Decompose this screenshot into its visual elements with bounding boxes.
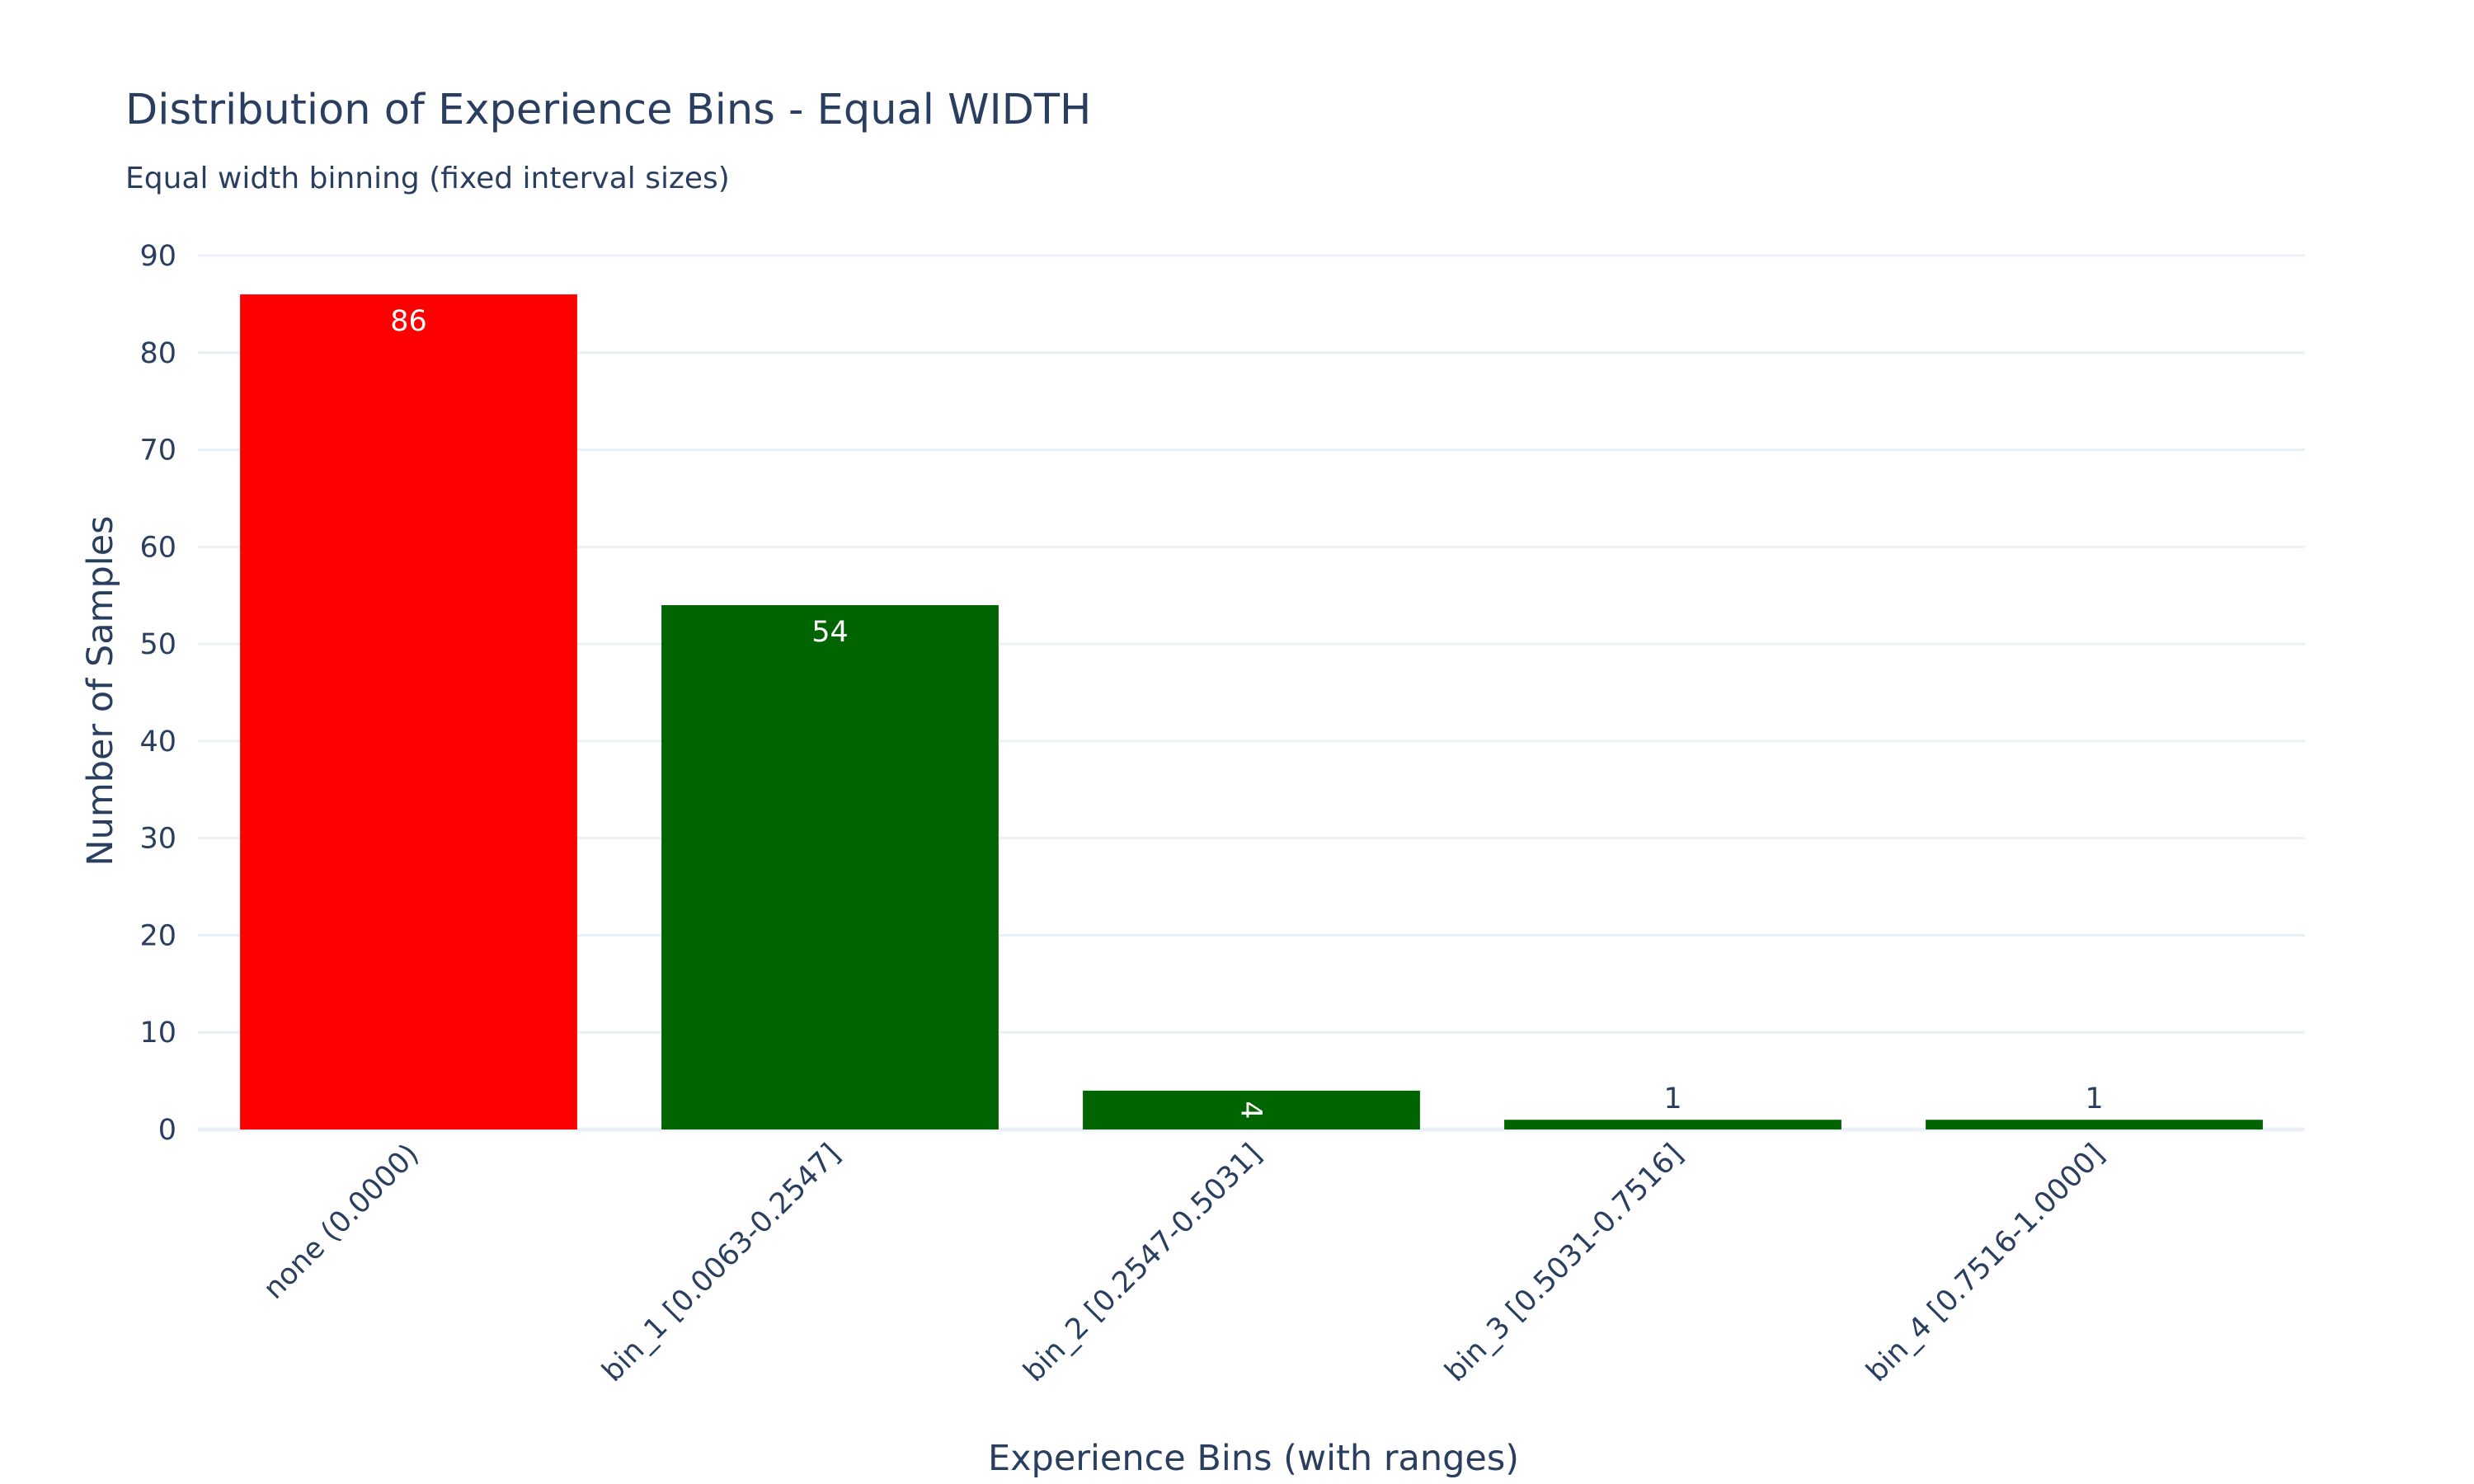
- x-axis-title: Experience Bins (with ranges): [988, 1438, 1519, 1479]
- y-axis-ticks: 0 10 20 30 40 50 60 70 80 90: [139, 240, 176, 1147]
- x-tick-label: bin_2 [0.2547-0.5031]: [1018, 1138, 1268, 1388]
- x-axis-ticks: none (0.0000) bin_1 [0.0063-0.2547] bin_2 …: [257, 1138, 2111, 1388]
- y-tick-label: 70: [139, 434, 176, 467]
- data-labels: 86 54 4 1 1: [390, 305, 2103, 1119]
- y-tick-label: 0: [158, 1114, 176, 1147]
- bar: [1083, 1090, 1420, 1129]
- x-tick-label: none (0.0000): [257, 1138, 426, 1306]
- chart-subtitle: Equal width binning (fixed interval size…: [125, 162, 730, 195]
- data-label: 1: [1663, 1082, 1681, 1115]
- bar: [1926, 1120, 2263, 1129]
- bar: [240, 294, 577, 1130]
- bars: [240, 294, 2263, 1130]
- bar: [1504, 1120, 1841, 1129]
- data-label: 54: [811, 616, 849, 649]
- y-tick-label: 10: [139, 1017, 176, 1050]
- x-tick-label: bin_1 [0.0063-0.2547]: [596, 1138, 847, 1388]
- x-tick-label: bin_4 [0.7516-1.0000]: [1860, 1138, 2111, 1388]
- y-tick-label: 40: [139, 726, 176, 758]
- y-tick-label: 30: [139, 823, 176, 856]
- y-tick-label: 60: [139, 531, 176, 564]
- y-tick-label: 50: [139, 628, 176, 661]
- y-tick-label: 80: [139, 337, 176, 370]
- data-label: 4: [1235, 1101, 1268, 1119]
- y-axis-title: Number of Samples: [80, 515, 121, 866]
- chart-title: Distribution of Experience Bins - Equal …: [125, 86, 1091, 134]
- bar: [661, 605, 999, 1129]
- x-tick-label: bin_3 [0.5031-0.7516]: [1439, 1138, 1690, 1388]
- y-tick-label: 20: [139, 919, 176, 952]
- y-tick-label: 90: [139, 240, 176, 273]
- data-label: 86: [390, 305, 427, 338]
- data-label: 1: [2085, 1082, 2103, 1115]
